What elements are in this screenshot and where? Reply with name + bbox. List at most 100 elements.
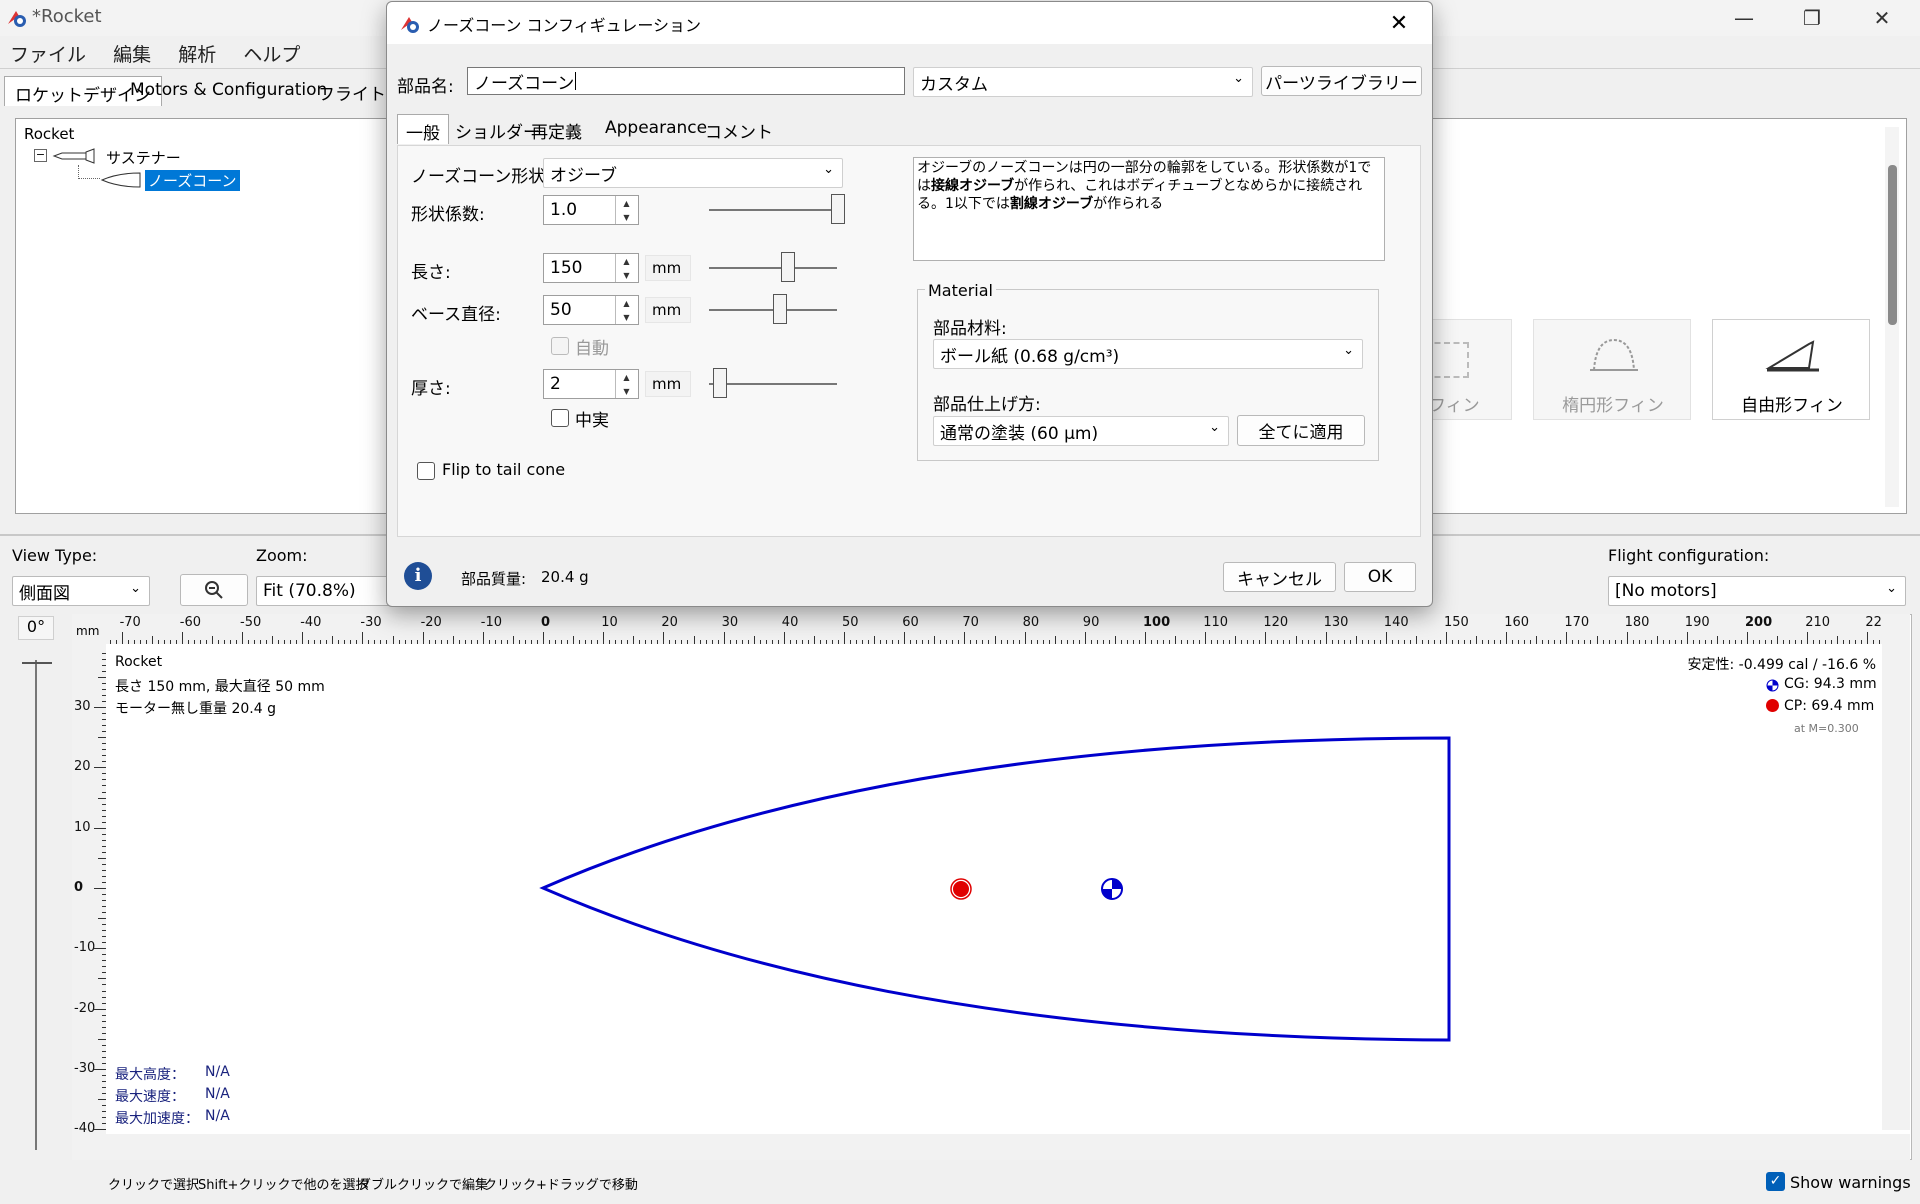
spin-down-icon[interactable]: ▼: [623, 312, 630, 322]
tab-general[interactable]: 一般: [397, 114, 449, 144]
stability-readout: 安定性: -0.499 cal / -16.6 %: [1687, 657, 1876, 673]
preset-value: カスタム: [920, 74, 988, 95]
zoom-out-button[interactable]: [180, 574, 248, 606]
spin-down-icon[interactable]: ▼: [623, 270, 630, 280]
ruler-tick: [1470, 640, 1472, 644]
parts-library-button[interactable]: パーツライブラリー: [1261, 66, 1422, 96]
spin-up-icon[interactable]: ▲: [623, 198, 630, 208]
figure-mass: モーター無し重量 20.4 g: [115, 701, 276, 717]
cancel-button[interactable]: キャンセル: [1223, 562, 1336, 592]
finish-select[interactable]: 通常の塗装 (60 μm) ⌄: [933, 416, 1229, 446]
base-diameter-spinner[interactable]: ▲ ▼: [615, 296, 637, 324]
auto-checkbox[interactable]: [551, 335, 569, 355]
shape-param-input[interactable]: 1.0: [543, 195, 639, 225]
base-diameter-unit[interactable]: mm: [645, 297, 691, 323]
figure-scrollbar-bottom[interactable]: [72, 1134, 1910, 1160]
menu-edit[interactable]: 編集: [113, 44, 152, 66]
component-name-input[interactable]: ノーズコーン: [467, 67, 905, 95]
zoom-select[interactable]: Fit (70.8%): [256, 576, 391, 606]
component-name-label: 部品名:: [397, 77, 454, 97]
menu-file[interactable]: ファイル: [10, 44, 87, 66]
tab-motors-configuration[interactable]: Motors & Configuration: [130, 80, 328, 100]
shape-param-slider-knob[interactable]: [831, 194, 845, 224]
base-diameter-input[interactable]: 50: [543, 295, 639, 325]
spin-down-icon[interactable]: ▼: [623, 212, 630, 222]
fin-card-freeform[interactable]: 自由形フィン: [1712, 319, 1870, 420]
thickness-slider-knob[interactable]: [713, 368, 727, 398]
tab-appearance[interactable]: Appearance: [605, 118, 708, 138]
tree-stage[interactable]: サステナー: [106, 149, 181, 167]
close-window-button[interactable]: ✕: [1873, 6, 1891, 30]
length-input[interactable]: 150: [543, 253, 639, 283]
menu-analyze[interactable]: 解析: [178, 44, 217, 66]
spin-up-icon[interactable]: ▲: [623, 256, 630, 266]
view-type-select[interactable]: 側面図 ⌄: [12, 576, 150, 606]
flight-config-value: [No motors]: [1615, 581, 1717, 601]
ruler-tick: [639, 640, 641, 644]
max-velocity-value: N/A: [205, 1086, 230, 1102]
ruler-tick: [946, 640, 948, 644]
tab-override[interactable]: 再定義: [531, 123, 582, 143]
ruler-tick: [1337, 640, 1339, 644]
tree-component-selected[interactable]: ノーズコーン: [145, 170, 240, 191]
base-diameter-slider-knob[interactable]: [773, 294, 787, 324]
ruler-tick: [741, 640, 743, 644]
rocket-canvas[interactable]: [106, 644, 1882, 1134]
ruler-tick: [1542, 640, 1544, 644]
figure-scrollbar-right[interactable]: [1882, 614, 1910, 1130]
tab-rocket-design[interactable]: ロケットデザイン: [4, 76, 162, 106]
tree-collapse-icon[interactable]: −: [34, 148, 47, 162]
dialog-close-button[interactable]: ✕: [1389, 11, 1409, 36]
maximize-button[interactable]: ❐: [1803, 6, 1821, 30]
ruler-tick: [386, 640, 388, 644]
ruler-label: -30: [360, 615, 382, 630]
material-select[interactable]: ボール紙 (0.68 g/cm³) ⌄: [933, 339, 1363, 369]
ruler-tick: [699, 640, 701, 644]
ruler-tick: [1734, 640, 1736, 644]
ruler-tick: [904, 632, 906, 644]
apply-all-button[interactable]: 全てに適用: [1237, 415, 1365, 446]
ruler-tick: [320, 640, 322, 644]
menu-help[interactable]: ヘルプ: [243, 44, 301, 66]
preset-select[interactable]: カスタム ⌄: [913, 67, 1253, 97]
palette-scrollbar[interactable]: [1885, 127, 1899, 507]
tab-comment[interactable]: コメント: [705, 123, 773, 143]
ruler-tick: [98, 857, 106, 859]
minimize-button[interactable]: —: [1734, 6, 1754, 30]
palette-scrollbar-thumb[interactable]: [1888, 165, 1897, 325]
ruler-tick: [916, 640, 918, 644]
angle-slider[interactable]: [22, 644, 52, 1152]
tab-shoulder[interactable]: ショルダー: [455, 123, 540, 143]
ruler-tick: [1704, 640, 1706, 644]
filled-checkbox[interactable]: [551, 407, 569, 427]
flight-config-select[interactable]: [No motors] ⌄: [1608, 576, 1906, 606]
ruler-tick: [1325, 632, 1327, 644]
thickness-spinner[interactable]: ▲ ▼: [615, 370, 637, 398]
tree-root[interactable]: Rocket: [24, 125, 75, 143]
ok-button[interactable]: OK: [1344, 562, 1416, 592]
fin-card-elliptical[interactable]: 楕円形フィン: [1533, 319, 1691, 420]
thickness-unit[interactable]: mm: [645, 371, 691, 397]
shape-param-spinner[interactable]: ▲ ▼: [615, 196, 637, 224]
ruler-tick: [1235, 636, 1237, 644]
thickness-input[interactable]: 2: [543, 369, 639, 399]
ruler-tick: [102, 942, 106, 944]
spin-up-icon[interactable]: ▲: [623, 298, 630, 308]
show-warnings-checkbox[interactable]: ✓: [1766, 1172, 1785, 1191]
ruler-tick: [952, 640, 954, 644]
ruler-tick: [98, 1099, 106, 1101]
flip-tail-cone-checkbox[interactable]: [417, 460, 435, 480]
ruler-tick: [102, 900, 106, 902]
shape-select[interactable]: オジーブ ⌄: [543, 158, 843, 188]
length-slider-track: [709, 267, 837, 269]
spin-up-icon[interactable]: ▲: [623, 372, 630, 382]
spin-down-icon[interactable]: ▼: [623, 386, 630, 396]
length-unit[interactable]: mm: [645, 255, 691, 281]
length-spinner[interactable]: ▲ ▼: [615, 254, 637, 282]
ruler-label: 170: [1564, 615, 1590, 630]
status-hint-move: クリック+ドラッグで移動: [484, 1178, 638, 1193]
length-slider-knob[interactable]: [781, 252, 795, 282]
view-type-value: 側面図: [19, 583, 70, 604]
angle-slider-knob[interactable]: [22, 652, 52, 664]
